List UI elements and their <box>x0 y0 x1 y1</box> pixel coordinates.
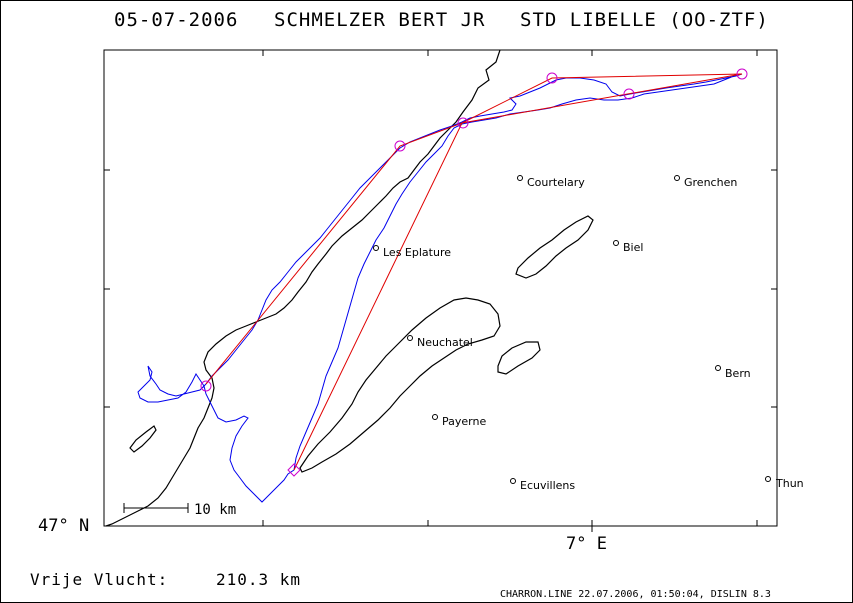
turnpoint-4 <box>546 72 558 84</box>
turnpoint-1 <box>200 380 212 392</box>
lake-neuchatel <box>299 297 501 473</box>
national-border <box>105 49 501 527</box>
latitude-label: 47° N <box>38 516 89 536</box>
place-marker-bern <box>715 365 721 371</box>
place-marker-payerne <box>432 414 438 420</box>
place-marker-les-eplature <box>373 245 379 251</box>
task-route <box>205 73 743 471</box>
place-marker-thun <box>765 476 771 482</box>
flight-track <box>137 73 743 503</box>
lake-joux <box>129 425 157 453</box>
finish-point <box>287 463 301 477</box>
distance-label: Vrije Vlucht: <box>30 570 168 589</box>
place-label-les-eplature: Les Eplature <box>383 246 451 259</box>
lake-biel <box>515 215 594 279</box>
turnpoint-5 <box>623 88 635 100</box>
place-markers: Courtelary Grenchen Les Eplature Biel Ne… <box>373 175 804 492</box>
glider-name: STD LIBELLE (OO-ZTF) <box>520 9 769 31</box>
place-label-neuchatel: Neuchatel <box>417 336 473 349</box>
scale-label: 10 km <box>194 502 236 518</box>
place-marker-biel <box>613 240 619 246</box>
lake-murten <box>497 341 541 375</box>
turnpoint-2 <box>394 140 406 152</box>
turnpoint-6 <box>736 68 748 80</box>
place-marker-courtelary <box>517 175 523 181</box>
place-label-courtelary: Courtelary <box>527 176 585 189</box>
longitude-label: 7° E <box>566 534 607 554</box>
turnpoint-3 <box>457 117 469 129</box>
place-label-bern: Bern <box>725 367 751 380</box>
axis-ticks <box>104 50 777 532</box>
turnpoints <box>200 68 748 477</box>
place-marker-neuchatel <box>407 335 413 341</box>
footer-info: CHARRON.LINE 22.07.2006, 01:50:04, DISLI… <box>500 589 771 600</box>
plot-area <box>103 49 778 527</box>
place-label-payerne: Payerne <box>442 415 486 428</box>
place-label-biel: Biel <box>623 241 643 254</box>
place-label-ecuvillens: Ecuvillens <box>520 479 575 492</box>
place-marker-ecuvillens <box>510 478 516 484</box>
place-marker-grenchen <box>674 175 680 181</box>
pilot-name: SCHMELZER BERT JR <box>274 9 485 31</box>
place-label-thun: Thun <box>775 477 804 490</box>
place-label-grenchen: Grenchen <box>684 176 737 189</box>
distance-value: 210.3 km <box>216 570 301 589</box>
scale-bar <box>123 503 189 513</box>
flight-date: 05-07-2006 <box>114 9 238 31</box>
